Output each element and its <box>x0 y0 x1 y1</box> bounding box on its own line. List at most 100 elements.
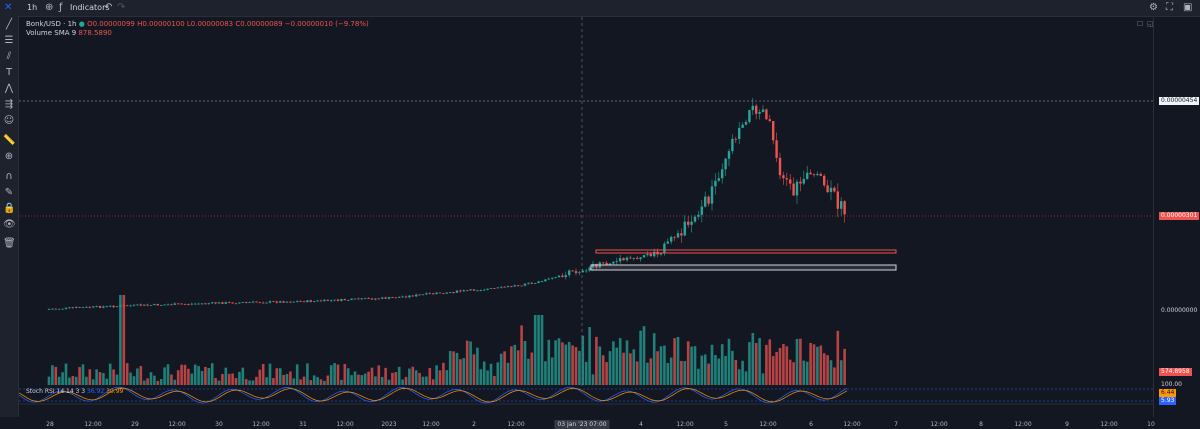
volume-bar <box>465 340 469 385</box>
volume-bar <box>731 350 734 385</box>
horizontal-lines-icon[interactable]: ☰ <box>4 35 14 46</box>
compare-icon[interactable]: ⊕ <box>45 2 54 13</box>
candle-body <box>755 105 758 114</box>
indicators-icon[interactable]: ƒ <box>59 2 63 13</box>
zoom-icon[interactable]: ⊕ <box>4 151 14 162</box>
resistance-zone[interactable] <box>595 249 897 254</box>
candle-body <box>483 289 486 291</box>
candle-body <box>741 124 744 128</box>
candle-body <box>347 299 350 301</box>
candle-body <box>129 305 132 307</box>
time-axis-label: 31 <box>299 421 307 428</box>
volume-bar <box>768 339 772 385</box>
time-axis-label: 2023 <box>381 421 397 428</box>
volume-legend: Volume SMA 9 878.5890 <box>26 29 112 38</box>
interval-button[interactable]: 1h <box>27 3 38 12</box>
candle-body <box>153 304 156 306</box>
pane-maximize-icon[interactable]: ☐ <box>1137 20 1144 28</box>
trend-line-icon[interactable]: ╱ <box>5 19 13 30</box>
candle-body <box>326 299 329 301</box>
volume-bar <box>527 358 530 385</box>
magnet-icon[interactable]: ∩ <box>5 171 13 182</box>
candle-body <box>510 286 513 287</box>
volume-bar <box>132 376 136 385</box>
candle-body <box>721 169 724 179</box>
candle-body <box>268 301 272 303</box>
candle-body <box>367 298 370 300</box>
fullscreen-icon[interactable]: ⛶ <box>1166 2 1173 13</box>
candle-body <box>452 292 455 293</box>
volume-bar <box>584 361 588 385</box>
text-icon[interactable]: T <box>5 67 13 78</box>
price-axis[interactable]: 0.00000454 0.00000301 0.00000000 574.895… <box>1153 17 1200 417</box>
candle-body <box>316 300 319 302</box>
price-chart-canvas[interactable] <box>19 17 1153 417</box>
volume-bar <box>571 345 574 385</box>
volume-bar <box>221 373 224 385</box>
prediction-icon[interactable]: ⇶ <box>4 99 14 110</box>
volume-bar <box>108 363 112 385</box>
support-zone[interactable] <box>590 264 897 271</box>
channel-icon[interactable]: ⫽ <box>6 51 12 62</box>
ruler-icon[interactable]: 📏 <box>3 135 16 146</box>
volume-bar <box>822 353 826 385</box>
candle-body <box>190 303 193 305</box>
time-axis-label: 10 <box>1147 421 1155 428</box>
crosshair-icon[interactable]: ✕ <box>4 2 13 13</box>
candle-body <box>829 187 833 193</box>
volume-bar <box>319 379 323 385</box>
rsi-label[interactable]: Stoch RSI 14 14 3 3 <box>26 388 86 395</box>
candle-body <box>462 290 465 292</box>
volume-bar <box>360 375 364 385</box>
settings-icon[interactable]: ⚙ <box>1149 2 1158 13</box>
volume-bar <box>829 360 833 385</box>
candle-body <box>632 257 635 259</box>
volume-bar <box>683 361 687 385</box>
volume-bar <box>74 376 78 385</box>
stay-drawing-icon[interactable]: ✎ <box>4 187 14 198</box>
volume-bar <box>710 344 714 385</box>
undo-icon[interactable]: ↶ <box>104 2 113 13</box>
candle-body <box>343 299 346 301</box>
pane-restore-icon[interactable]: ◱ <box>1147 20 1154 28</box>
volume-bar <box>333 363 336 385</box>
indicators-button[interactable]: Indicators <box>70 3 110 12</box>
candle-body <box>262 302 265 304</box>
volume-bar <box>377 365 381 385</box>
time-axis-label: 12:00 <box>84 421 102 428</box>
candle-body <box>173 303 176 305</box>
candle-body <box>302 301 306 303</box>
volume-bar <box>214 377 217 385</box>
candle-body <box>503 286 506 288</box>
emoji-icon[interactable]: ☺ <box>3 115 15 126</box>
candle-body <box>724 158 727 170</box>
trash-icon[interactable]: 🗑 <box>3 238 16 249</box>
pattern-icon[interactable]: ⋀ <box>4 83 14 94</box>
candle-body <box>279 301 282 303</box>
rsi-top-label: 100.00 <box>1161 381 1182 388</box>
volume-bar <box>408 368 411 385</box>
symbol-label[interactable]: Bonk/USD <box>26 20 61 28</box>
volume-bar <box>125 363 129 385</box>
time-axis-label: 28 <box>46 421 54 428</box>
candle-body <box>639 257 642 260</box>
volume-bar <box>323 380 326 385</box>
chart-pane[interactable]: Bonk/USD · 1h ● O0.00000099 H0.00000100 … <box>19 17 1155 429</box>
time-axis-label: 12:00 <box>422 421 440 428</box>
volume-bar <box>727 338 731 385</box>
redo-icon[interactable]: ↷ <box>117 2 126 13</box>
volume-bar <box>612 341 615 385</box>
candle-body <box>700 206 703 215</box>
lock-icon[interactable]: 🔒 <box>3 203 16 214</box>
candle-body <box>520 285 523 287</box>
volume-bar <box>632 349 636 385</box>
volume-bar <box>591 374 595 385</box>
volume-bar <box>275 368 279 385</box>
volume-bar <box>384 367 387 385</box>
volume-bar <box>751 332 755 385</box>
volume-label[interactable]: Volume SMA 9 <box>26 29 77 37</box>
camera-icon[interactable]: ▣ <box>1183 2 1193 13</box>
eye-icon[interactable]: 👁 <box>3 219 16 230</box>
candle-body <box>734 138 737 140</box>
candle-body <box>204 303 207 305</box>
